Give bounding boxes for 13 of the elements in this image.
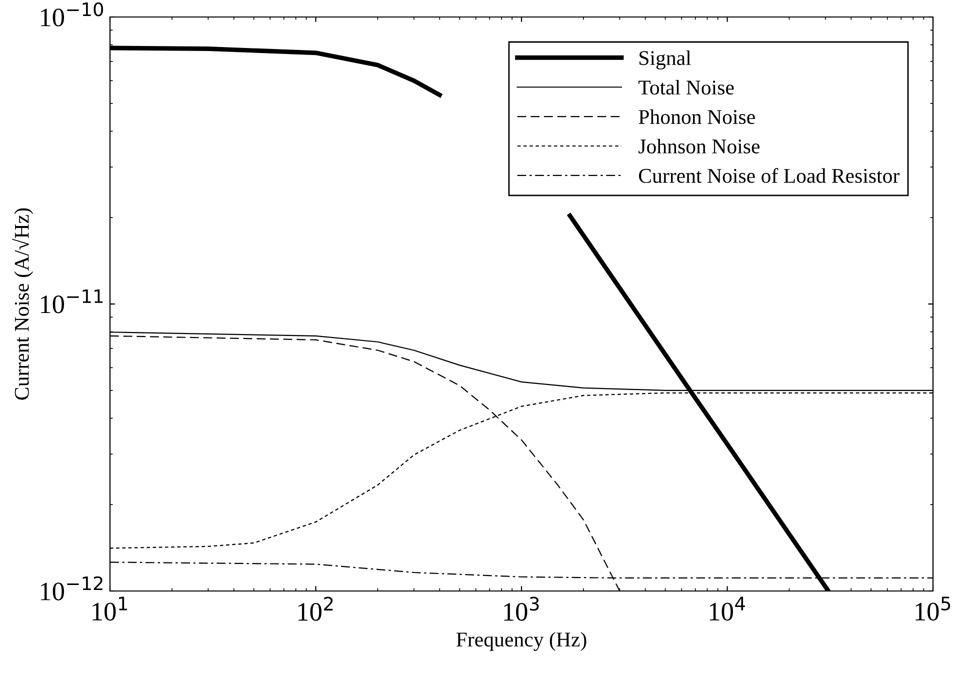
legend-label: Current Noise of Load Resistor [638, 168, 900, 183]
legend-label: Total Noise [638, 80, 734, 95]
y-axis-title: Current Noise (A/√Hz) [12, 208, 34, 400]
x-axis-title: Frequency (Hz) [456, 632, 586, 651]
x-tick-label: 10$^{2}$ [298, 596, 333, 621]
legend-label: Phonon Noise [638, 109, 755, 124]
x-tick-label: 10$^{5}$ [916, 596, 950, 621]
legend-label: Signal [640, 50, 691, 70]
x-tick-label: 10$^{4}$ [710, 596, 745, 621]
legend-label: Johnson Noise [638, 138, 760, 154]
y-tick-label: 10$^{−11}$ [40, 289, 103, 314]
y-tick-label: 10$^{−10}$ [40, 2, 104, 26]
x-tick-label: 10$^{3}$ [504, 596, 539, 621]
